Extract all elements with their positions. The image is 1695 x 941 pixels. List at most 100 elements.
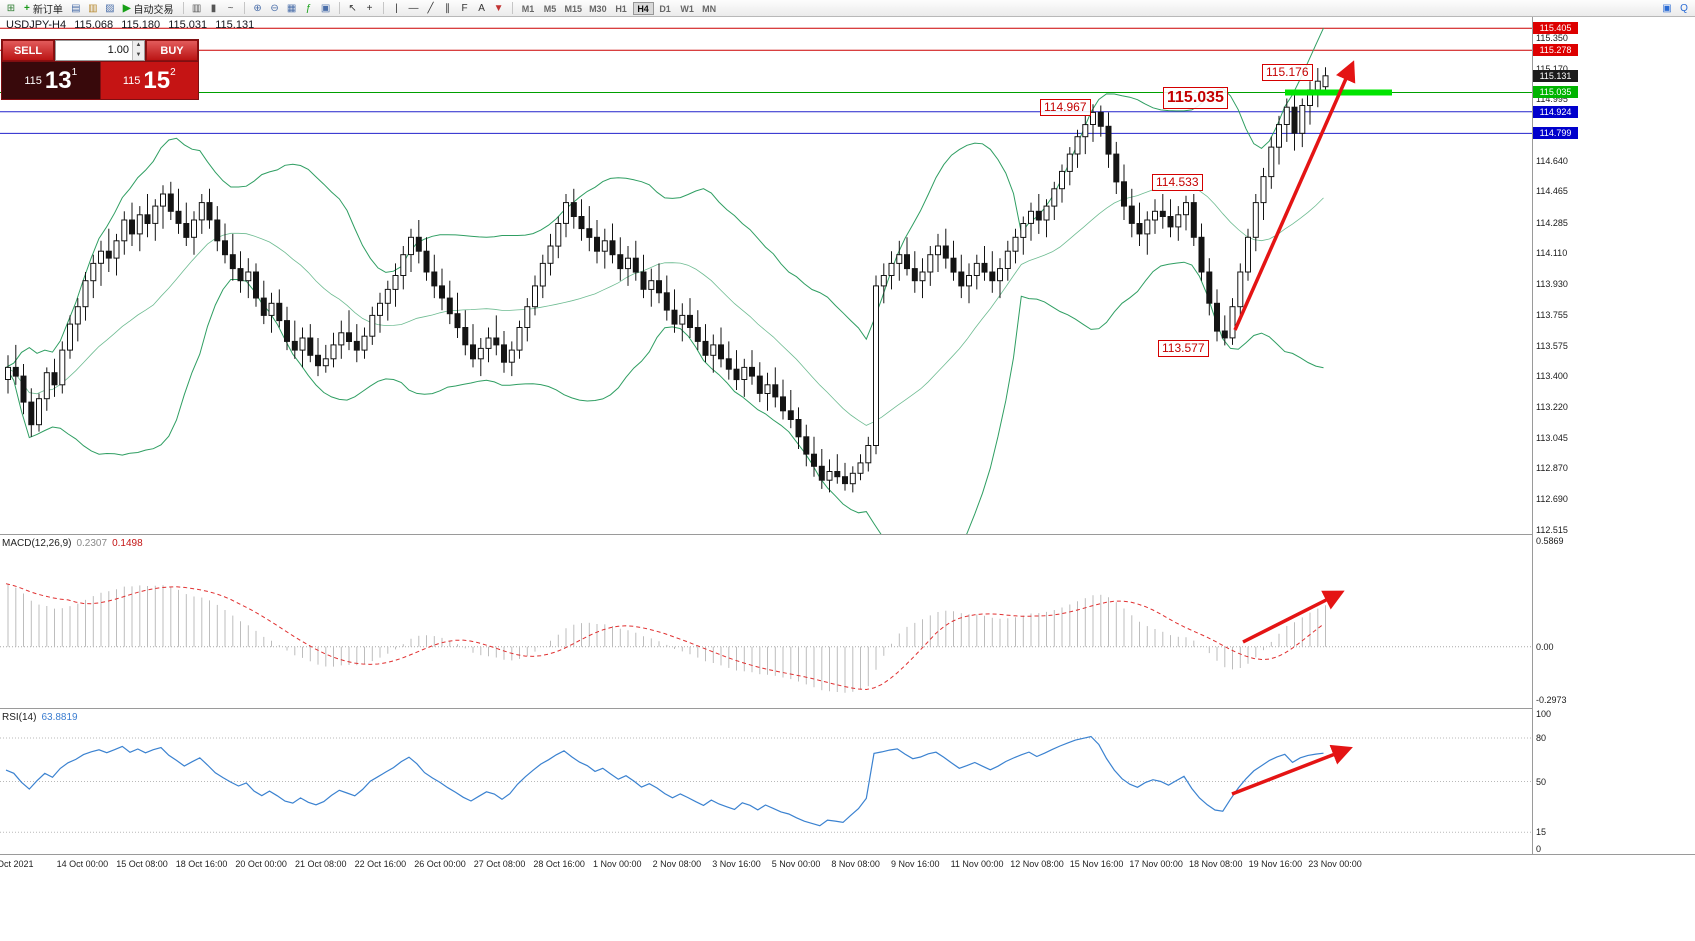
volume-field[interactable]: 1.00 ▲ ▼	[55, 40, 145, 61]
bid-pip-digit: 1	[71, 67, 78, 78]
timeframe-button-h4[interactable]: H4	[632, 1, 654, 15]
arrow-marker-icon[interactable]: ▼	[493, 2, 504, 14]
candles-chart-icon[interactable]: ▮	[210, 2, 217, 14]
buy-button[interactable]: BUY	[146, 40, 198, 61]
toolbar-separator	[511, 2, 513, 14]
price-callout-115.176[interactable]: 115.176	[1262, 64, 1313, 81]
toolbar: ⊞ + 新订单 ▤ ▥ ▨ ▶ 自动交易 ▥ ▮ ~ ⊕ ⊖ ▦ ƒ ▣ ↖ + | — ╱ ∥ F A ▼ M1 M5 M15 M30…	[0, 0, 1695, 17]
navigator-icon[interactable]: ▨	[105, 2, 115, 14]
chart-ohlc-header: USDJPY-H4 115.068 115.180 115.031 115.13…	[6, 19, 254, 31]
toolbar-separator	[338, 2, 340, 14]
price-scale-label: 113.400	[1536, 371, 1568, 382]
time-axis-label: 20 Oct 00:00	[235, 859, 287, 869]
macd-scale-label: 0.00	[1536, 641, 1554, 652]
fibonacci-icon[interactable]: F	[461, 2, 468, 14]
close-value: 115.131	[215, 19, 255, 31]
time-axis-label: 12 Nov 08:00	[1010, 859, 1064, 869]
open-value: 115.068	[74, 19, 114, 31]
time-axis-label: 14 Oct 00:00	[56, 859, 109, 869]
timeframe-button-w1[interactable]: W1	[680, 3, 694, 14]
bid-price-button[interactable]: 115 13 1	[2, 62, 100, 99]
search-icon[interactable]: Q	[1680, 2, 1688, 14]
horizontal-line-icon[interactable]: —	[408, 2, 419, 14]
macd-title: MACD(12,26,9)	[2, 538, 72, 549]
price-scale-label: 113.930	[1536, 279, 1568, 290]
tile-windows-icon[interactable]: ▦	[286, 2, 297, 14]
rsi-indicator-panel[interactable]	[0, 709, 1532, 854]
trendline-icon[interactable]: ╱	[427, 2, 434, 14]
volume-value[interactable]: 1.00	[107, 44, 129, 56]
rsi-scale-label: 0	[1536, 844, 1542, 854]
timeframe-button-m1[interactable]: M1	[521, 3, 535, 14]
autotrading-button[interactable]: ▶ 自动交易	[122, 2, 174, 16]
line-chart-icon[interactable]: ~	[227, 2, 234, 14]
price-callout-114.533[interactable]: 114.533	[1152, 174, 1203, 191]
bid-big-digits: 13	[44, 66, 72, 94]
volume-decrease-button[interactable]: ▼	[133, 50, 144, 60]
price-marker-115.278: 115.278	[1533, 44, 1578, 57]
macd-scale-label: 0.5869	[1536, 535, 1564, 546]
one-click-trading-panel: SELL 1.00 ▲ ▼ BUY 115 13 1 115 15 2	[1, 39, 199, 100]
price-callout-115.035[interactable]: 115.035	[1163, 87, 1228, 109]
price-scale-label: 114.285	[1536, 217, 1568, 228]
templates-icon[interactable]: ▣	[320, 2, 331, 14]
time-axis[interactable]: Oct 2021 14 Oct 00:00 15 Oct 08:00 18 Oct 1…	[0, 854, 1695, 874]
time-axis-label: 28 Oct 16:00	[533, 859, 585, 869]
sell-button[interactable]: SELL	[2, 40, 54, 61]
volume-increase-button[interactable]: ▲	[133, 41, 144, 51]
time-axis-label: 3 Nov 16:00	[712, 859, 761, 869]
profiles-icon[interactable]: ▤	[71, 2, 81, 14]
panel-separator[interactable]	[0, 708, 1695, 709]
timeframe-button-mn[interactable]: MN	[702, 3, 717, 14]
toolbar-separator	[243, 2, 245, 14]
main-price-chart[interactable]	[0, 17, 1532, 534]
cursor-icon[interactable]: ↖	[348, 2, 357, 14]
price-scale-label: 113.575	[1536, 340, 1568, 351]
time-axis-label: 9 Nov 16:00	[891, 859, 940, 869]
timeframe-button-d1[interactable]: D1	[659, 3, 671, 14]
time-axis-label: 5 Nov 00:00	[771, 859, 821, 869]
macd-main-value: 0.2307	[76, 538, 108, 549]
time-axis-label: 11 Nov 00:00	[950, 859, 1004, 869]
market-watch-icon[interactable]: ▥	[88, 2, 98, 14]
crosshair-icon[interactable]: +	[366, 2, 373, 14]
time-axis-label: 17 Nov 00:00	[1129, 859, 1183, 869]
channel-icon[interactable]: ∥	[445, 2, 451, 14]
panel-separator[interactable]	[0, 534, 1695, 535]
zoom-in-icon[interactable]: ⊕	[253, 2, 262, 14]
time-axis-label: 1 Nov 00:00	[593, 859, 642, 869]
vertical-line-icon[interactable]: |	[395, 2, 398, 14]
macd-scale-label: -0.2973	[1536, 695, 1567, 706]
text-tool-icon[interactable]: A	[478, 2, 485, 14]
low-value: 115.031	[168, 19, 208, 31]
price-callout-114.967[interactable]: 114.967	[1040, 99, 1091, 116]
timeframe-button-h1[interactable]: H1	[615, 3, 627, 14]
price-scale-label: 114.640	[1536, 155, 1568, 166]
bars-chart-icon[interactable]: ▥	[191, 2, 202, 14]
macd-indicator-panel[interactable]	[0, 535, 1532, 708]
indicators-icon[interactable]: ƒ	[305, 2, 312, 14]
price-marker-114.799: 114.799	[1533, 127, 1578, 140]
timeframe-button-m5[interactable]: M5	[543, 3, 557, 14]
zoom-out-icon[interactable]: ⊖	[270, 2, 279, 14]
rsi-scale-label: 100	[1536, 709, 1552, 719]
toolbar-separator	[182, 2, 184, 14]
price-callout-113.577[interactable]: 113.577	[1158, 340, 1209, 357]
volume-stepper: ▲ ▼	[132, 41, 144, 60]
timeframe-button-m30[interactable]: M30	[589, 3, 607, 14]
new-chart-icon[interactable]: ⊞	[6, 2, 16, 14]
ask-price-button[interactable]: 115 15 2	[100, 62, 198, 99]
community-icon[interactable]: ▣	[1662, 2, 1672, 14]
ask-pip-digit: 2	[170, 67, 176, 78]
price-scale[interactable]: 115.350 115.170 114.995 114.640 114.465 114.2…	[1532, 17, 1695, 854]
macd-label: MACD(12,26,9) 0.2307 0.1498	[2, 538, 143, 549]
price-scale-label: 113.045	[1536, 432, 1568, 443]
rsi-title: RSI(14)	[2, 712, 37, 723]
new-order-button[interactable]: + 新订单	[24, 2, 63, 16]
rsi-value: 63.8819	[41, 712, 78, 723]
rsi-scale-label: 80	[1536, 733, 1547, 743]
autotrading-icon: ▶	[122, 2, 131, 14]
price-scale-label: 113.220	[1536, 402, 1568, 413]
timeframe-button-m15[interactable]: M15	[564, 3, 583, 14]
price-marker-115.035: 115.035	[1533, 86, 1578, 99]
